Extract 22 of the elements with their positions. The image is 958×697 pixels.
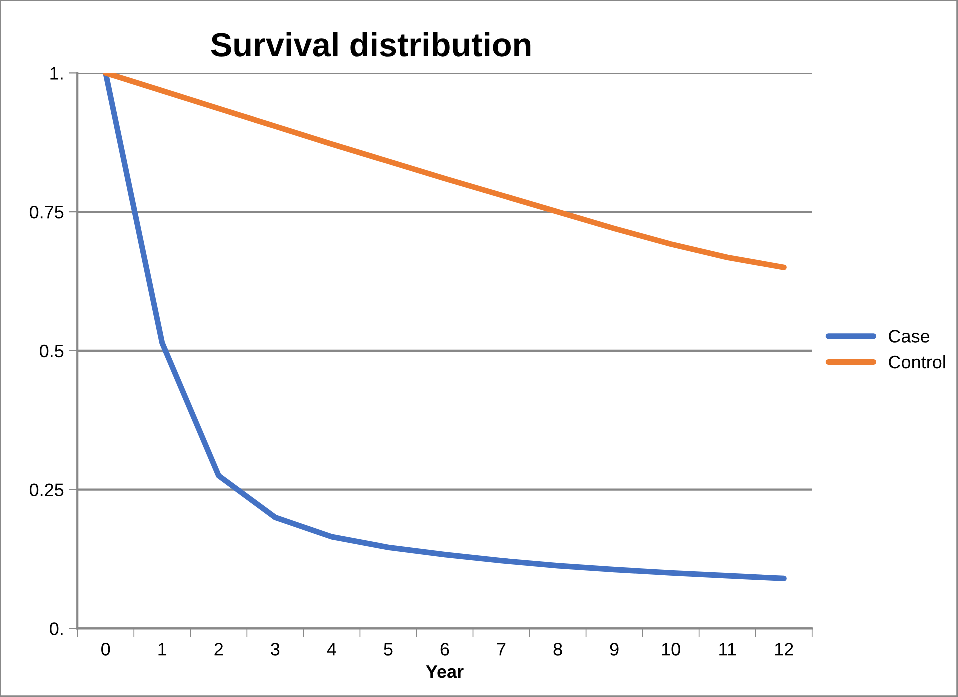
y-tick-label: 0.75 [30,206,64,219]
x-tick-label: 10 [662,643,680,656]
chart-title: Survival distribution [211,32,531,57]
y-tick-label: 1. [50,67,63,80]
x-tick-label: 2 [214,643,224,656]
x-tick-label: 3 [271,643,280,656]
x-tick-label: 4 [327,643,336,656]
x-tick-label: 9 [610,643,619,656]
x-tick-label: 0 [102,643,110,656]
x-tick-label: 1 [158,643,167,656]
x-axis-title: Year [426,666,464,678]
x-tick-label: 5 [384,643,393,656]
legend-label: Control [889,355,946,369]
x-tick-label: 7 [497,643,506,656]
x-tick-label: 8 [554,643,562,656]
y-tick-label: 0.5 [40,344,64,358]
x-tick-label: 11 [720,643,736,656]
x-tick-label: 12 [775,643,794,656]
x-tick-label: 6 [440,643,450,656]
legend-label: Case [889,330,930,343]
y-tick-label: 0.25 [30,484,64,497]
y-tick-label: 0. [50,622,63,636]
